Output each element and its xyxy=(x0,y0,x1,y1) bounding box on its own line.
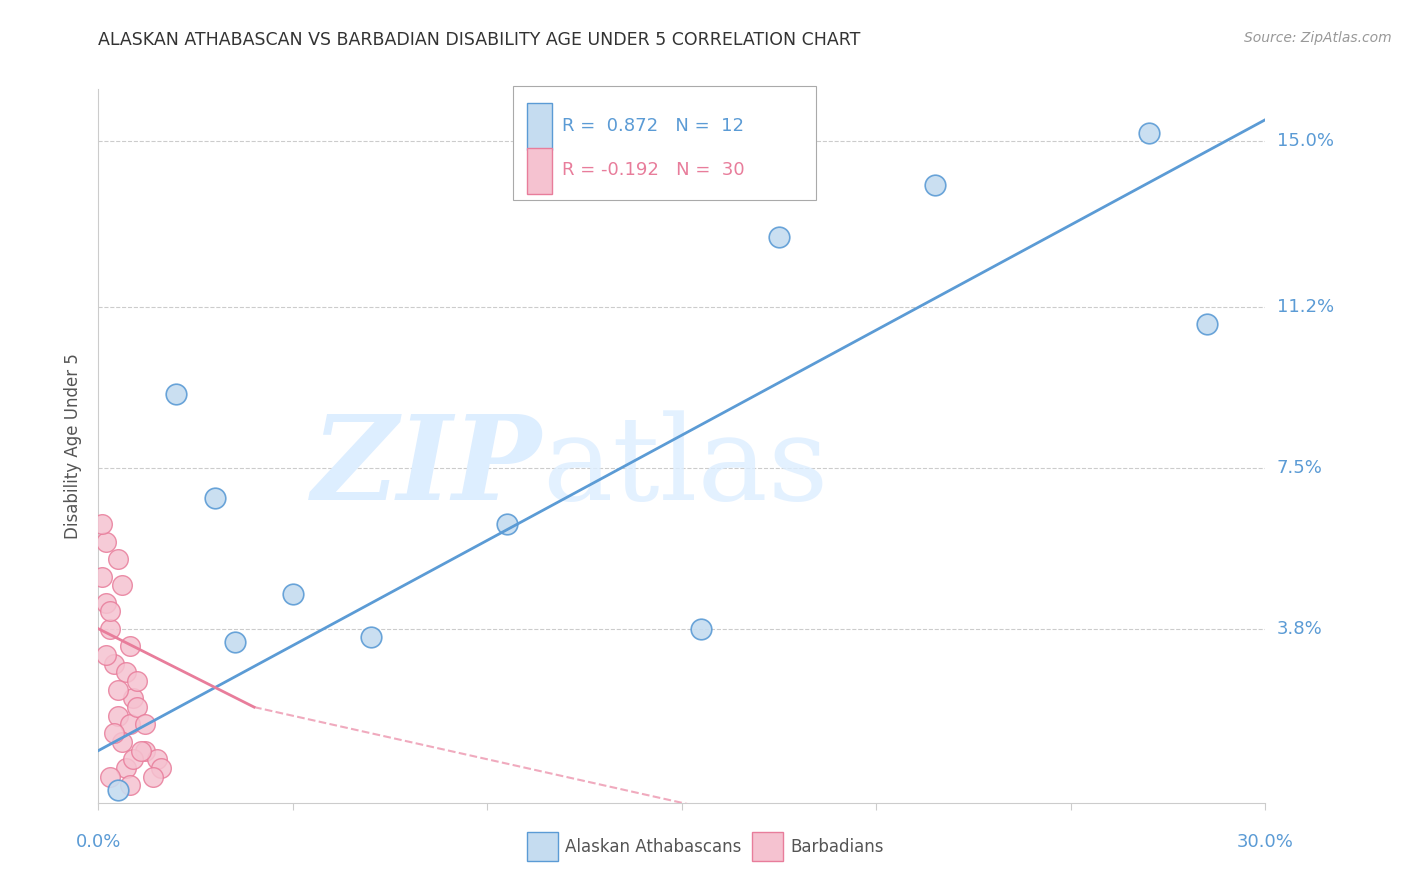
Point xyxy=(114,665,136,680)
Point xyxy=(495,517,517,532)
Point xyxy=(91,569,114,583)
Point xyxy=(118,717,141,731)
Text: ALASKAN ATHABASCAN VS BARBADIAN DISABILITY AGE UNDER 5 CORRELATION CHART: ALASKAN ATHABASCAN VS BARBADIAN DISABILI… xyxy=(98,31,860,49)
Bar xyxy=(527,148,553,194)
Point xyxy=(96,648,118,662)
Point xyxy=(98,604,121,618)
Point xyxy=(107,782,129,797)
Point xyxy=(114,761,136,775)
Point xyxy=(204,491,226,506)
Text: Source: ZipAtlas.com: Source: ZipAtlas.com xyxy=(1244,31,1392,45)
Text: Barbadians: Barbadians xyxy=(790,838,884,855)
Point xyxy=(98,622,121,636)
Text: 30.0%: 30.0% xyxy=(1237,833,1294,851)
Point xyxy=(1137,126,1160,140)
Point xyxy=(107,552,129,566)
Point xyxy=(122,691,145,706)
Point xyxy=(129,743,152,757)
Text: 15.0%: 15.0% xyxy=(1277,132,1333,151)
Point xyxy=(1195,317,1218,331)
Point xyxy=(91,517,114,532)
Point xyxy=(224,635,246,649)
Text: R = -0.192   N =  30: R = -0.192 N = 30 xyxy=(562,161,744,178)
Point xyxy=(768,230,790,244)
Point xyxy=(690,622,713,636)
Point xyxy=(96,596,118,610)
Point xyxy=(127,700,149,714)
Text: Alaskan Athabascans: Alaskan Athabascans xyxy=(565,838,741,855)
Point xyxy=(96,534,118,549)
Text: atlas: atlas xyxy=(541,410,828,524)
Point xyxy=(146,752,169,766)
Point xyxy=(118,639,141,653)
Point xyxy=(142,770,165,784)
Text: R =  0.872   N =  12: R = 0.872 N = 12 xyxy=(562,118,744,136)
Point xyxy=(360,631,382,645)
Point xyxy=(924,178,946,192)
Point xyxy=(149,761,172,775)
Point xyxy=(165,386,187,401)
Point xyxy=(118,778,141,792)
Point xyxy=(103,726,125,740)
Text: 3.8%: 3.8% xyxy=(1277,620,1322,638)
Point xyxy=(98,770,121,784)
Point xyxy=(134,743,156,757)
Point xyxy=(122,752,145,766)
FancyBboxPatch shape xyxy=(513,86,815,200)
Text: ZIP: ZIP xyxy=(312,410,541,524)
Point xyxy=(107,708,129,723)
Bar xyxy=(527,103,553,150)
Text: 7.5%: 7.5% xyxy=(1277,458,1323,476)
Point xyxy=(134,717,156,731)
Point xyxy=(103,657,125,671)
Point xyxy=(107,682,129,697)
Point xyxy=(281,587,304,601)
Point xyxy=(111,735,134,749)
Y-axis label: Disability Age Under 5: Disability Age Under 5 xyxy=(65,353,83,539)
Text: 0.0%: 0.0% xyxy=(76,833,121,851)
Point xyxy=(127,673,149,688)
Text: 11.2%: 11.2% xyxy=(1277,298,1334,316)
Point xyxy=(111,578,134,592)
